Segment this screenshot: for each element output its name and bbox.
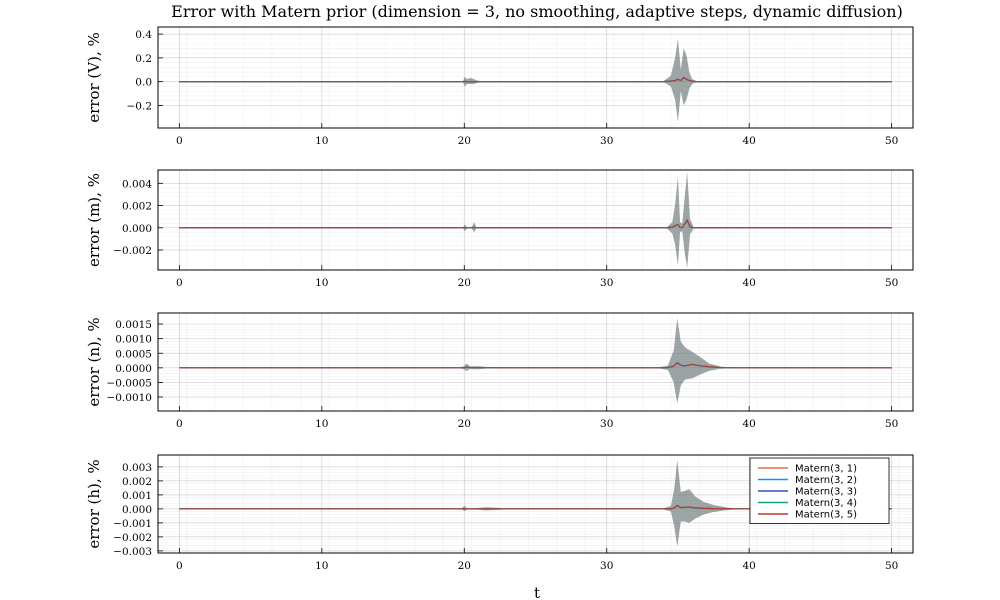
legend-entry: Matern(3, 4) <box>758 498 857 509</box>
x-tick-label: 30 <box>600 135 613 147</box>
legend-label: Matern(3, 3) <box>795 487 857 498</box>
x-tick-label: 0 <box>176 418 183 430</box>
y-tick-label: 0.0010 <box>115 334 152 346</box>
x-tick-label: 50 <box>885 560 898 572</box>
legend-label: Matern(3, 5) <box>795 510 857 521</box>
plot-frame <box>157 312 914 412</box>
y-tick-label: 0.004 <box>122 178 152 190</box>
x-tick-label: 20 <box>458 277 471 289</box>
series-line-5 <box>179 361 892 369</box>
subplot-1: 0 10 20 30 40 50 −0.2 0.0 0.2 0.4 error (V), % <box>85 26 914 147</box>
x-tick-label: 20 <box>458 560 471 572</box>
minor-grid <box>157 27 913 128</box>
y-tick-label: −0.003 <box>113 546 152 558</box>
y-axis-label: error (h), % <box>85 459 103 548</box>
x-tick-label: 20 <box>458 418 471 430</box>
x-tick-label: 50 <box>885 135 898 147</box>
y-tick-label: 0.4 <box>135 29 152 41</box>
y-tick-label: 0.2 <box>135 53 152 65</box>
y-tick-label: 0.0 <box>135 77 152 89</box>
x-tick-label: 20 <box>458 135 471 147</box>
major-grid <box>158 170 913 270</box>
plot-frame <box>157 454 914 554</box>
x-tick-label: 10 <box>315 560 328 572</box>
x-tick-label: 40 <box>742 418 755 430</box>
x-tick-label: 30 <box>600 277 613 289</box>
y-tick-label: −0.002 <box>113 245 152 257</box>
series-line-5 <box>179 504 892 510</box>
y-tick-label: 0.000 <box>122 223 152 235</box>
y-tick-label: −0.001 <box>113 518 152 530</box>
y-tick-label: −0.002 <box>113 532 152 544</box>
legend-entry: Matern(3, 5) <box>758 510 857 521</box>
legend-entry: Matern(3, 1) <box>758 464 857 475</box>
legend-label: Matern(3, 4) <box>795 498 857 509</box>
plot-frame <box>157 26 914 129</box>
x-tick-label: 0 <box>176 560 183 572</box>
y-tick-label: 0.001 <box>122 490 152 502</box>
x-tick-label: 0 <box>176 277 183 289</box>
x-tick-label: 40 <box>742 560 755 572</box>
minor-grid <box>157 313 913 411</box>
subplot-3: 0 10 20 30 40 50 −0.0010 −0.0005 0.0000 0.0005 0.0… <box>85 312 914 430</box>
x-tick-label: 0 <box>176 135 183 147</box>
x-tick-label: 10 <box>315 418 328 430</box>
y-axis-label: error (V), % <box>85 32 103 123</box>
legend-label: Matern(3, 1) <box>795 464 857 475</box>
y-tick-label: −0.0005 <box>106 377 152 389</box>
y-tick-label: 0.002 <box>122 476 152 488</box>
y-tick-label: 0.0015 <box>115 319 152 331</box>
legend-label: Matern(3, 2) <box>795 475 857 486</box>
y-axis-label: error (n), % <box>85 317 103 406</box>
legend: Matern(3, 1)Matern(3, 2)Matern(3, 3)Mate… <box>749 457 890 524</box>
major-grid <box>158 27 913 128</box>
y-tick-label: 0.0005 <box>115 348 152 360</box>
subplot-2: 0 10 20 30 40 50 −0.002 0.000 0.002 0.004 error (m… <box>85 169 914 289</box>
x-tick-label: 10 <box>315 135 328 147</box>
y-tick-label: −0.0010 <box>106 392 152 404</box>
series-line-5 <box>179 76 892 83</box>
x-axis-label: t <box>534 584 540 600</box>
legend-entry: Matern(3, 2) <box>758 475 857 486</box>
x-tick-label: 40 <box>742 277 755 289</box>
y-axis-label: error (m), % <box>85 173 103 267</box>
x-tick-label: 30 <box>600 418 613 430</box>
series-line-5 <box>179 218 892 229</box>
y-tick-label: 0.003 <box>122 462 152 474</box>
plot-frame <box>157 169 914 271</box>
y-tick-label: 0.002 <box>122 201 152 213</box>
minor-grid <box>157 170 913 270</box>
y-tick-label: 0.000 <box>122 504 152 516</box>
y-tick-label: −0.2 <box>127 100 153 112</box>
x-tick-label: 40 <box>742 135 755 147</box>
legend-entry: Matern(3, 3) <box>758 487 857 498</box>
chart-title: Error with Matern prior (dimension = 3, … <box>171 2 903 21</box>
x-tick-label: 50 <box>885 418 898 430</box>
x-tick-label: 50 <box>885 277 898 289</box>
x-tick-label: 10 <box>315 277 328 289</box>
y-tick-label: 0.0000 <box>115 363 152 375</box>
subplots: 0 10 20 30 40 50 −0.2 0.0 0.2 0.4 error (V), % 0 10 2… <box>85 26 914 572</box>
x-tick-label: 30 <box>600 560 613 572</box>
